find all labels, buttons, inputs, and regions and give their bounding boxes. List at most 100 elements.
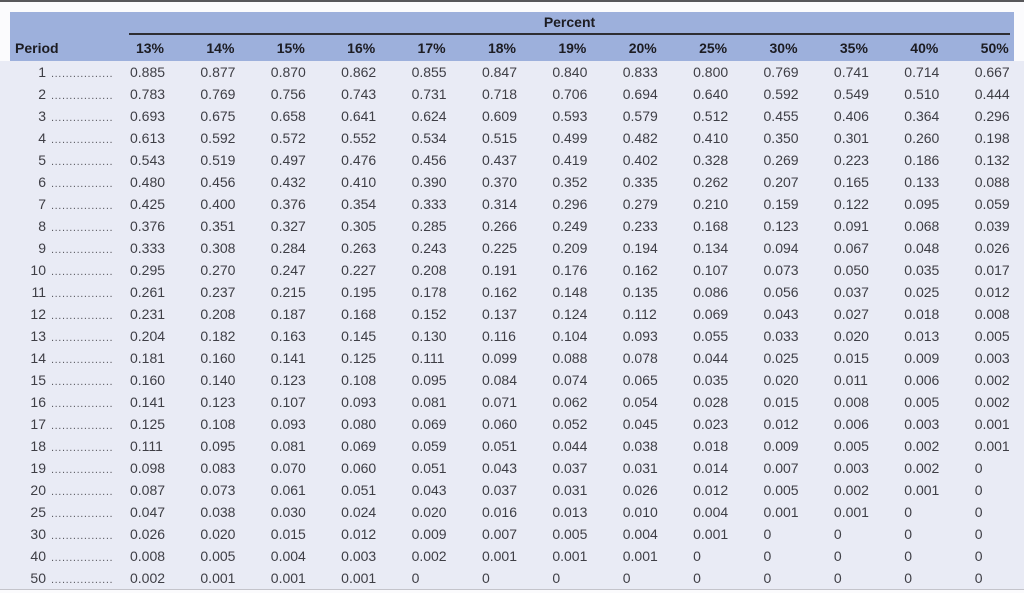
period-cell: 4...................... (10, 127, 125, 149)
value-cell-25pct: 0.035 (688, 369, 758, 391)
pv-factor-value: 0 (974, 482, 983, 498)
pv-factor-value: 0 (693, 548, 701, 564)
pv-factor-value: 0.095 (411, 372, 447, 388)
value-cell-40pct: 0.186 (899, 149, 969, 171)
pv-factor-value: 0.609 (481, 108, 517, 124)
value-cell-18pct: 0.084 (477, 369, 547, 391)
leader-dots: ...................... (51, 354, 113, 366)
pv-factor-value: 0.694 (622, 86, 658, 102)
pv-factor-value: 0.152 (411, 306, 447, 322)
value-cell-19pct: 0.352 (547, 171, 617, 193)
pv-factor-value: 0.207 (763, 174, 799, 190)
period-cell-content: 1...................... (10, 64, 125, 80)
value-cell-30pct: 0.007 (759, 457, 829, 479)
value-cell-50pct: 0.005 (970, 325, 1014, 347)
column-header-label: 15% (276, 40, 305, 56)
pv-factor-value: 0 (411, 570, 420, 586)
pv-factor-value: 0.050 (833, 262, 869, 278)
column-header-18pct: 18% (476, 35, 548, 61)
pv-factor-value: 0.012 (763, 416, 799, 432)
value-cell-13pct: 0.261 (125, 281, 195, 303)
pv-factor-value: 0.026 (130, 526, 166, 542)
pv-factor-value: 0.093 (622, 328, 658, 344)
pv-factor-value: 0 (833, 526, 842, 542)
pv-factor-value: 0.002 (130, 570, 166, 586)
value-cell-50pct: 0 (970, 479, 1014, 501)
pv-factor-value: 0.015 (833, 350, 869, 366)
column-header-50pct: 50% (969, 35, 1014, 61)
period-cell-content: 5...................... (10, 152, 125, 168)
period-number: 40 (30, 548, 46, 564)
value-cell-19pct: 0.840 (547, 61, 617, 83)
column-header-35pct: 35% (828, 35, 900, 61)
value-cell-13pct: 0.543 (125, 149, 195, 171)
period-cell-content: 8...................... (10, 218, 125, 234)
period-cell: 30...................... (10, 523, 125, 545)
value-cell-16pct: 0.125 (336, 347, 406, 369)
pv-factor-value: 0.048 (904, 240, 940, 256)
pv-factor-value: 0.060 (341, 460, 377, 476)
pv-factor-value: 0.104 (552, 328, 588, 344)
value-cell-13pct: 0.231 (125, 303, 195, 325)
value-cell-14pct: 0.095 (195, 435, 265, 457)
leader-dots: ...................... (51, 178, 113, 190)
table-header: Percent Period 13% 14% 15% 16% 17% 18% 19% 20% 2… (10, 12, 1014, 61)
pv-factor-value: 0.037 (552, 460, 588, 476)
value-cell-15pct: 0.061 (266, 479, 336, 501)
value-cell-20pct: 0.065 (618, 369, 688, 391)
pv-factor-value: 0.675 (200, 108, 236, 124)
pv-factor-value: 0.031 (552, 482, 588, 498)
pv-factor-value: 0.020 (200, 526, 236, 542)
value-cell-40pct: 0.025 (899, 281, 969, 303)
value-cell-17pct: 0.069 (407, 413, 477, 435)
period-number: 7 (38, 196, 46, 212)
leader-dots: ...................... (51, 508, 113, 520)
pv-factor-value: 0 (763, 570, 772, 586)
value-cell-13pct: 0.480 (125, 171, 195, 193)
value-cell-13pct: 0.295 (125, 259, 195, 281)
pv-factor-value: 0.047 (130, 504, 166, 520)
pv-factor-value: 0.870 (270, 64, 306, 80)
pv-factor-value: 0.194 (622, 240, 658, 256)
pv-factor-value: 0.182 (200, 328, 236, 344)
period-cell-content: 11...................... (10, 284, 125, 300)
pv-factor-value: 0.002 (904, 460, 940, 476)
value-cell-18pct: 0.437 (477, 149, 547, 171)
pv-factor-value: 0.552 (341, 130, 377, 146)
percent-group-label: Percent (543, 14, 596, 30)
pv-factor-value: 0.237 (200, 284, 236, 300)
pv-factor-value: 0.001 (974, 416, 1010, 432)
period-cell-content: 10...................... (10, 262, 125, 278)
value-cell-20pct: 0.001 (618, 545, 688, 567)
column-header-25pct: 25% (688, 35, 759, 61)
value-cell-19pct: 0.249 (547, 215, 617, 237)
pv-factor-value: 0.667 (974, 64, 1010, 80)
value-cell-30pct: 0.033 (759, 325, 829, 347)
value-cell-40pct: 0.013 (899, 325, 969, 347)
pv-factor-value: 0.069 (341, 438, 377, 454)
value-cell-25pct: 0.001 (688, 523, 758, 545)
pv-factor-value: 0 (622, 570, 631, 586)
value-cell-16pct: 0.410 (336, 171, 406, 193)
pv-factor-value: 0.519 (200, 152, 236, 168)
period-cell: 16...................... (10, 391, 125, 413)
period-cell: 17...................... (10, 413, 125, 435)
period-number: 11 (31, 284, 46, 300)
pv-factor-value: 0.419 (552, 152, 588, 168)
value-cell-15pct: 0.030 (266, 501, 336, 523)
value-cell-40pct: 0.364 (899, 105, 969, 127)
value-cell-40pct: 0.068 (899, 215, 969, 237)
value-cell-14pct: 0.182 (195, 325, 265, 347)
period-number: 14 (30, 350, 46, 366)
value-cell-25pct: 0.262 (688, 171, 758, 193)
pv-factor-value: 0.023 (693, 416, 729, 432)
value-cell-14pct: 0.237 (195, 281, 265, 303)
table-row-period-30: 30...................... 0.026 0.020 0.015 0… (10, 523, 1014, 545)
value-cell-30pct: 0.005 (759, 479, 829, 501)
period-number: 18 (30, 438, 46, 454)
pv-factor-value: 0.640 (693, 86, 729, 102)
value-cell-19pct: 0.052 (547, 413, 617, 435)
pv-factor-value: 0.008 (974, 306, 1010, 322)
pv-factor-value: 0.855 (411, 64, 447, 80)
leader-dots: ...................... (51, 420, 113, 432)
